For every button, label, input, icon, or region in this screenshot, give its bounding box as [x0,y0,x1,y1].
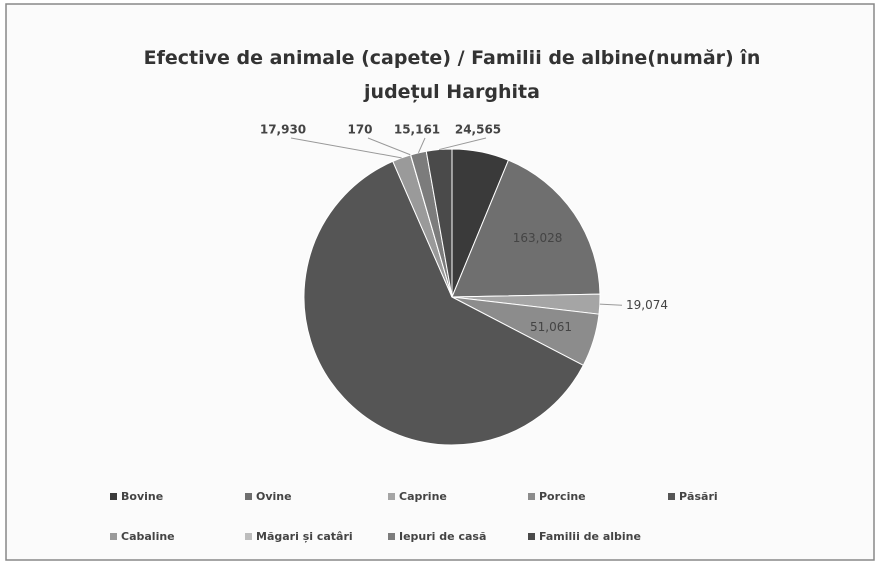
legend-swatch [110,493,117,500]
legend-swatch [668,493,675,500]
leader-line [599,303,623,306]
legend-label: Măgari și catâri [256,530,353,543]
pie-slice [451,159,601,298]
leader-line [367,137,411,156]
data-label: 17,930 [260,123,306,137]
legend-label: Păsări [679,490,718,503]
leader-line [438,137,487,151]
legend-swatch [388,533,395,540]
leader-line [290,137,402,159]
legend-label: Iepuri de casă [399,530,486,543]
legend-label: Bovine [121,490,163,503]
legend-label: Ovine [256,490,292,503]
legend-label: Caprine [399,490,447,503]
data-label: 24,565 [455,123,501,137]
leader-line [417,137,426,154]
data-label: 19,074 [626,298,668,312]
data-label: 15,161 [394,123,440,137]
legend-swatch [528,493,535,500]
legend-swatch [245,493,252,500]
pie-slice [303,160,584,446]
legend-label: Porcine [539,490,586,503]
chart-title: Efective de animale (capete) / Familii d… [144,47,761,103]
legend-swatch [110,533,117,540]
legend-label: Cabaline [121,530,175,543]
pie-slice [425,148,453,298]
legend-swatch [528,533,535,540]
data-label: 51,061 [530,320,572,334]
legend-label: Familii de albine [539,530,641,543]
legend-swatch [388,493,395,500]
data-label: 163,028 [513,231,563,245]
data-label: 170 [347,123,372,137]
legend-swatch [245,533,252,540]
